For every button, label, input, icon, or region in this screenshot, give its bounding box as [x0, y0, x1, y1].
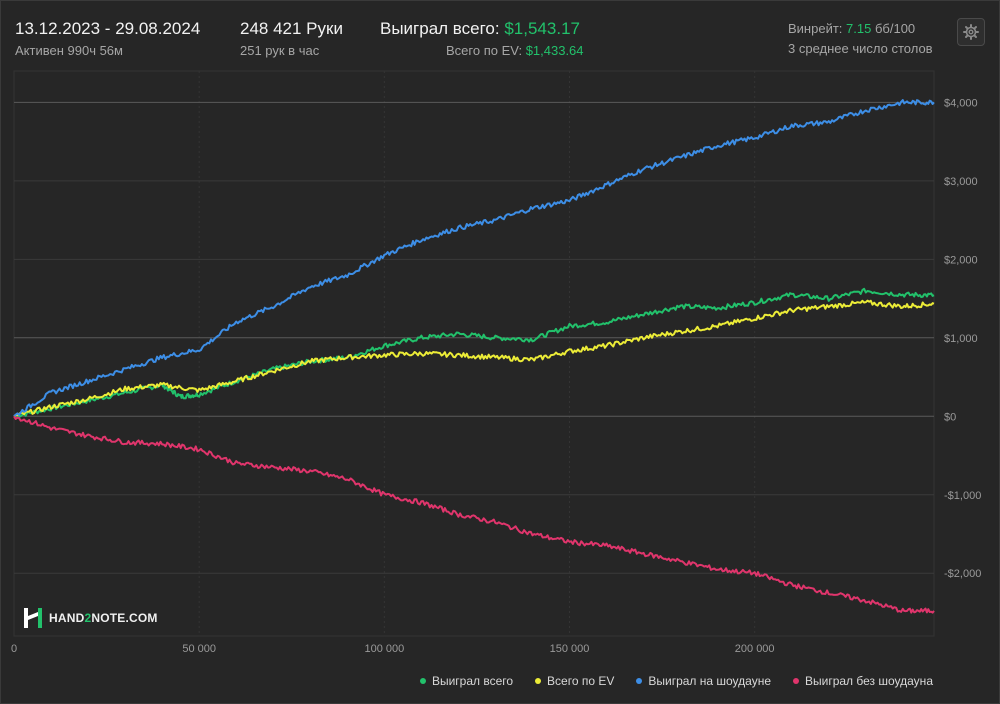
x-axis-ticks: 0 50 000 100 000 150 000 200 000 [11, 643, 775, 655]
won-total-value: $1,543.17 [504, 19, 580, 38]
date-range: 13.12.2023 - 29.08.2024 [15, 19, 201, 38]
chart-lines [13, 99, 935, 614]
x-tick-label: 100 000 [364, 643, 404, 655]
legend-label: Выиграл на шоудауне [648, 674, 771, 688]
y-tick-label: $2,000 [944, 254, 978, 266]
ev-label: Всего по EV: [446, 43, 523, 58]
ev-value: $1,433.64 [525, 43, 584, 58]
winrate-value: 7.15 [846, 21, 872, 36]
y-axis-ticks: $4,000 $3,000 $2,000 $1,000 $0 -$1,000 -$2,000 [944, 97, 981, 580]
settings-button[interactable] [957, 18, 985, 46]
x-tick-label: 0 [11, 643, 17, 655]
plot-area [13, 70, 935, 637]
y-tick-label: $3,000 [944, 176, 978, 188]
series-line-2 [13, 99, 935, 418]
y-tick-label: $1,000 [944, 333, 978, 345]
y-tick-label: -$1,000 [944, 490, 981, 502]
active-time: Активен 990ч 56м [15, 43, 123, 58]
legend-dot-icon [419, 678, 426, 684]
hands-per-hour: 251 рук в час [240, 43, 320, 58]
legend-item-0[interactable]: Выиграл всего [419, 674, 514, 688]
series-line-1 [13, 299, 935, 418]
legend-label: Всего по EV [547, 674, 615, 688]
winrate-label: Винрейт: [788, 21, 843, 36]
hand2note-logo: HAND2NOTE.COM [23, 607, 158, 629]
legend-item-1[interactable]: Всего по EV [535, 674, 614, 688]
legend-dot-icon [793, 678, 799, 684]
series-line-0 [13, 287, 935, 418]
y-tick-label: -$2,000 [944, 568, 981, 580]
hand2note-logo-icon [24, 608, 42, 628]
chart-legend: Выиграл всего Всего по EV Выиграл на шоуда… [419, 674, 933, 688]
x-tick-label: 200 000 [735, 643, 775, 655]
hands-count: 248 421 Руки [240, 19, 343, 38]
x-tick-label: 50 000 [182, 643, 216, 655]
ev-total: Всего по EV: $1,433.64 [446, 43, 584, 58]
legend-label: Выиграл всего [431, 674, 514, 688]
profit-chart: 0 50 000 100 000 150 000 200 000 $4,000 $3,00… [11, 70, 981, 655]
winrate-unit: бб/100 [874, 21, 916, 36]
avg-tables: 3 среднее число столов [788, 41, 933, 56]
won-total-label: Выиграл всего: [380, 19, 500, 38]
legend-dot-icon [636, 678, 643, 684]
legend-item-2[interactable]: Выиграл на шоудауне [636, 674, 771, 688]
legend-dot-icon [535, 678, 542, 684]
y-tick-label: $4,000 [944, 97, 978, 109]
series-line-3 [13, 415, 935, 614]
chart-grid [13, 70, 935, 637]
y-tick-label: $0 [944, 411, 956, 423]
gear-icon [963, 24, 979, 40]
winrate: Винрейт: 7.15 бб/100 [788, 21, 915, 36]
legend-item-3[interactable]: Выиграл без шоудауна [793, 674, 933, 688]
legend-label: Выиграл без шоудауна [805, 674, 933, 688]
logo-text: HAND2NOTE.COM [49, 611, 158, 625]
won-total: Выиграл всего: $1,543.17 [380, 19, 580, 39]
x-tick-label: 150 000 [550, 643, 590, 655]
